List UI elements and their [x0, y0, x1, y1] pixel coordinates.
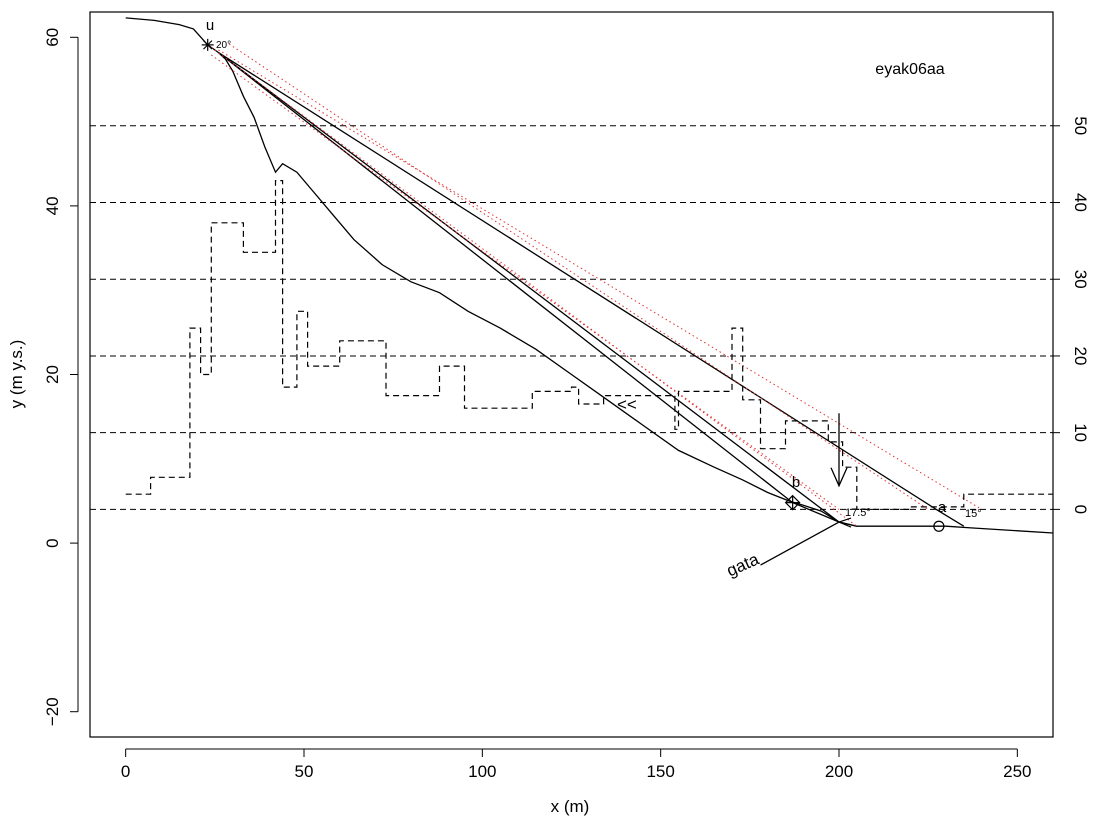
- series-line-3: [218, 51, 965, 527]
- plot-frame: [89, 11, 1054, 738]
- x-axis-tick-label: 100: [468, 762, 496, 781]
- x-axis-tick-label: 150: [646, 762, 674, 781]
- x-axis-tick-label: 250: [1003, 762, 1031, 781]
- angle-cluster-label: 20°: [216, 40, 231, 51]
- gata-arrow-head: [837, 517, 852, 528]
- label-b: b: [792, 474, 800, 491]
- y-axis: −20 0 20 40 60: [43, 28, 79, 726]
- point-a-circle: [933, 520, 945, 532]
- angle-label-mid: 17.5°: [845, 507, 871, 519]
- arrow-label: <<: [617, 395, 637, 414]
- angle-label-right: 15°: [965, 508, 982, 520]
- grid-lines: [90, 125, 1053, 510]
- y-axis-tick-label: 0: [43, 538, 62, 547]
- marker-group: [201, 38, 945, 566]
- x-axis-label: x (m): [551, 797, 590, 816]
- point-b-diamond: [784, 494, 801, 511]
- x-axis: 0 50 100 150 200 250: [121, 748, 1032, 781]
- y-axis-tick-label: 20: [43, 365, 62, 384]
- y-axis-tick-label: 60: [43, 28, 62, 47]
- series-line-0: [125, 17, 1054, 534]
- series-line-7: [211, 54, 840, 510]
- x-axis-tick-label: 0: [121, 762, 130, 781]
- right-axis-tick-label: 0: [1071, 505, 1090, 514]
- y-axis-tick-label: −20: [43, 697, 62, 726]
- y-axis-label: y (m y.s.): [7, 340, 26, 409]
- gata-pointer: [760, 521, 840, 566]
- right-axis: 0 10 20 30 40 50: [1053, 116, 1090, 514]
- right-axis-tick-label: 10: [1071, 423, 1090, 442]
- right-axis-tick-label: 40: [1071, 193, 1090, 212]
- series-line-5: [228, 43, 929, 510]
- label-u: u: [206, 17, 214, 34]
- down-arrow-head: [830, 467, 848, 488]
- y-axis-tick-label: 40: [43, 196, 62, 215]
- point-u-star: [203, 40, 213, 50]
- right-axis-tick-label: 20: [1071, 346, 1090, 365]
- right-axis-tick-label: 30: [1071, 270, 1090, 289]
- chart-title: eyak06aa: [875, 61, 944, 78]
- x-axis-tick-label: 200: [825, 762, 853, 781]
- right-axis-tick-label: 50: [1071, 116, 1090, 135]
- x-axis-tick-label: 50: [295, 762, 314, 781]
- label-a: a: [938, 499, 947, 516]
